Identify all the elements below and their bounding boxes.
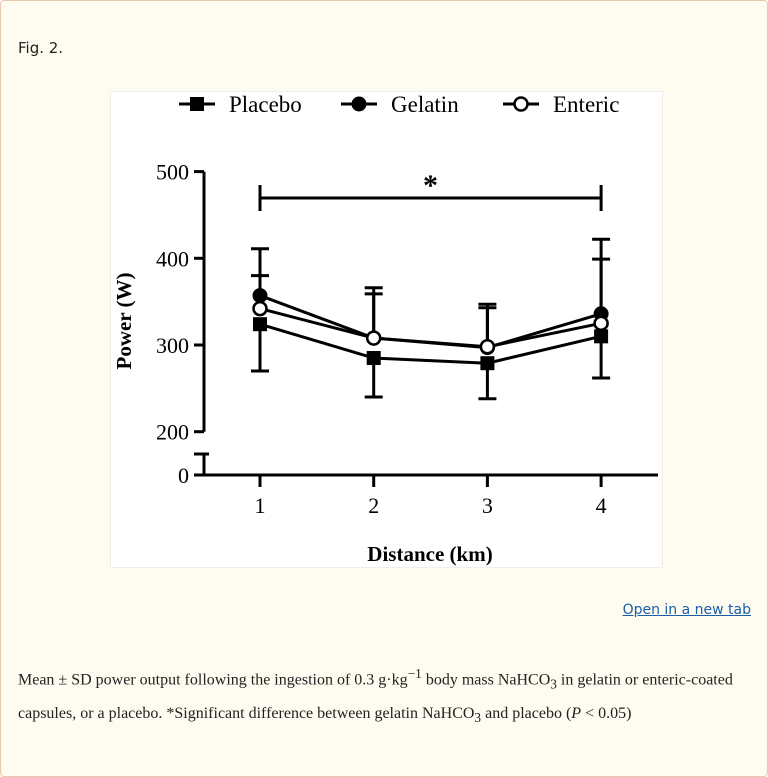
open-in-new-tab-link[interactable]: Open in a new tab — [622, 602, 751, 618]
legend-marker-placebo — [190, 97, 204, 111]
data-point-enteric — [479, 338, 496, 355]
caption-text: Mean ± SD power output following the ing… — [18, 671, 408, 689]
data-point-placebo — [594, 329, 609, 344]
axes: 0 200 300 400 500 1 2 3 4 — [156, 160, 658, 518]
x-tick-label: 2 — [368, 493, 379, 518]
figure-label: Fig. 2. — [18, 39, 64, 57]
y-axis-label: Power (W) — [112, 273, 136, 370]
legend: Placebo Gelatin Enteric — [179, 92, 619, 117]
plot-area — [251, 237, 611, 401]
legend-label: Placebo — [229, 92, 302, 117]
x-tick-label: 4 — [596, 493, 607, 518]
x-tick-label: 3 — [482, 493, 493, 518]
legend-marker-gelatin — [351, 96, 367, 112]
legend-label: Enteric — [553, 92, 619, 117]
y-tick-label: 200 — [156, 420, 189, 445]
significance-label: * — [423, 169, 438, 202]
data-point-enteric — [252, 300, 268, 317]
data-point-placebo — [480, 356, 495, 371]
legend-marker-enteric — [513, 96, 529, 112]
caption-sup: −1 — [407, 666, 422, 681]
caption-text: in gelatin or enteric-coated capsules, o… — [18, 671, 733, 722]
data-point-enteric — [593, 315, 609, 332]
y-tick-label: 500 — [156, 160, 189, 185]
figure-caption: Mean ± SD power output following the ing… — [18, 659, 753, 732]
data-point-placebo — [366, 351, 381, 366]
x-tick-label: 1 — [255, 493, 266, 518]
caption-text: body mass NaHCO — [421, 671, 551, 689]
caption-sub: 3 — [474, 709, 482, 725]
series-line-enteric — [259, 307, 602, 349]
legend-label: Gelatin — [391, 92, 459, 117]
series-line-placebo — [259, 322, 602, 365]
caption-text: < 0.05) — [581, 704, 632, 722]
data-point-enteric — [365, 330, 382, 346]
caption-sub: 3 — [550, 676, 557, 692]
y-tick-label: 400 — [156, 246, 189, 271]
caption-italic: P — [571, 704, 582, 722]
significance-bracket: * — [258, 169, 603, 211]
x-axis-label: Distance (km) — [367, 542, 492, 566]
data-point-gelatin — [252, 288, 268, 304]
y-tick-label: 0 — [178, 463, 189, 488]
data-point-placebo — [253, 317, 267, 332]
caption-text: and placebo ( — [481, 704, 572, 722]
y-tick-label: 300 — [156, 333, 189, 358]
